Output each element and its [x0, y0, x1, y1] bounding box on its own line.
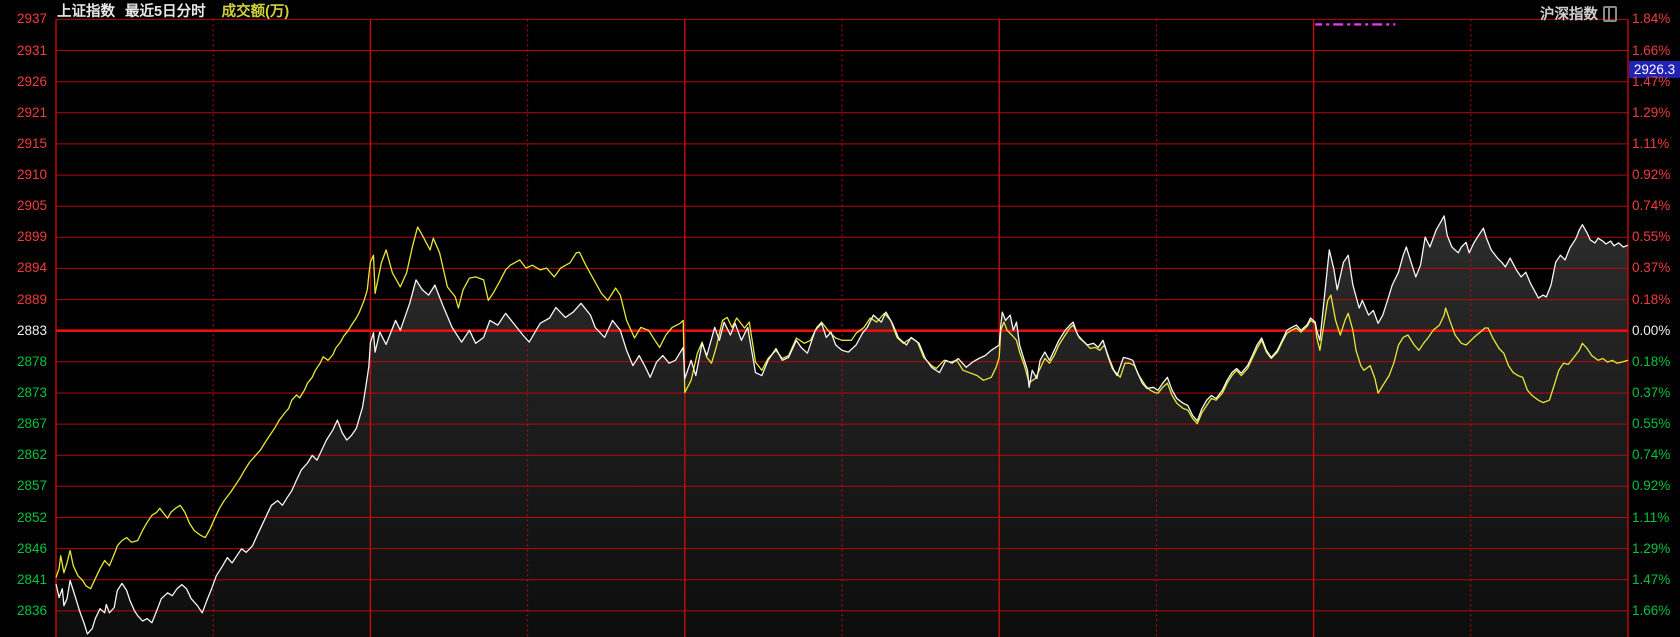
- volume-legend-label: 成交额(万): [221, 3, 290, 20]
- left-axis-label: 2931: [16, 42, 47, 58]
- index-name-label: 上证指数: [57, 3, 115, 20]
- left-axis-label: 2836: [16, 602, 47, 618]
- left-axis-label: 2867: [16, 416, 47, 432]
- left-axis-label: 2878: [16, 353, 47, 369]
- left-axis-label: 2937: [16, 11, 47, 27]
- panel-layout-icon[interactable]: [1603, 5, 1617, 22]
- left-axis-label: 2910: [16, 167, 47, 183]
- left-axis-label: 2905: [16, 198, 47, 214]
- right-axis-label: 1.66%: [1632, 42, 1671, 58]
- right-axis-label: 0.92%: [1632, 167, 1671, 183]
- white_line: [55, 215, 1629, 635]
- right-axis-label: 0.74%: [1632, 198, 1671, 214]
- left-axis-label: 2921: [16, 104, 47, 120]
- mode-label: 最近5日分时: [125, 3, 206, 20]
- price-badge: 2926.3: [1629, 61, 1680, 78]
- right-axis-label: 0.18%: [1632, 291, 1671, 307]
- left-axis-label: 2841: [16, 571, 47, 587]
- left-axis-label: 2846: [16, 540, 47, 556]
- left-axis-label: 2915: [16, 135, 47, 151]
- right-axis-label: 0.18%: [1632, 353, 1671, 369]
- left-axis-label: 2857: [16, 478, 47, 494]
- chart-header: 上证指数 最近5日分时 成交额(万): [57, 1, 290, 20]
- right-axis-label: 1.47%: [1632, 73, 1671, 89]
- right-axis-label: 1.11%: [1632, 135, 1670, 151]
- left-axis-label: 2862: [16, 447, 47, 463]
- right-axis-label: 1.84%: [1632, 11, 1671, 27]
- right-axis-label: 1.11%: [1632, 509, 1670, 525]
- right-axis-label: 0.37%: [1632, 385, 1671, 400]
- left-axis-label: 2894: [16, 260, 47, 276]
- price-area-fill: [56, 215, 1628, 637]
- right-index-label: 沪深指数: [1540, 7, 1598, 23]
- left-axis-label: 2873: [16, 385, 47, 400]
- right-axis-label: 0.55%: [1632, 416, 1671, 432]
- left-axis-label: 2852: [16, 509, 47, 525]
- right-axis-label: 1.47%: [1632, 571, 1671, 587]
- right-axis-label: 1.29%: [1632, 104, 1671, 120]
- right-axis-label: 0.74%: [1632, 447, 1671, 463]
- right-axis-label: 0.00%: [1632, 322, 1671, 338]
- right-axis-label: 0.92%: [1632, 478, 1671, 494]
- right-axis-label: 0.55%: [1632, 229, 1671, 245]
- right-index-selector[interactable]: 沪深指数: [1540, 3, 1617, 24]
- left-axis-label: 2883: [16, 322, 47, 338]
- right-axis-label: 1.29%: [1632, 540, 1671, 556]
- right-axis-label: 1.66%: [1632, 602, 1671, 618]
- left-axis-label: 2899: [16, 229, 47, 245]
- yellow_line: [55, 226, 1629, 590]
- left-axis-label: 2889: [16, 291, 47, 307]
- right-axis-label: 0.37%: [1632, 260, 1671, 276]
- left-axis-label: 2926: [16, 73, 47, 89]
